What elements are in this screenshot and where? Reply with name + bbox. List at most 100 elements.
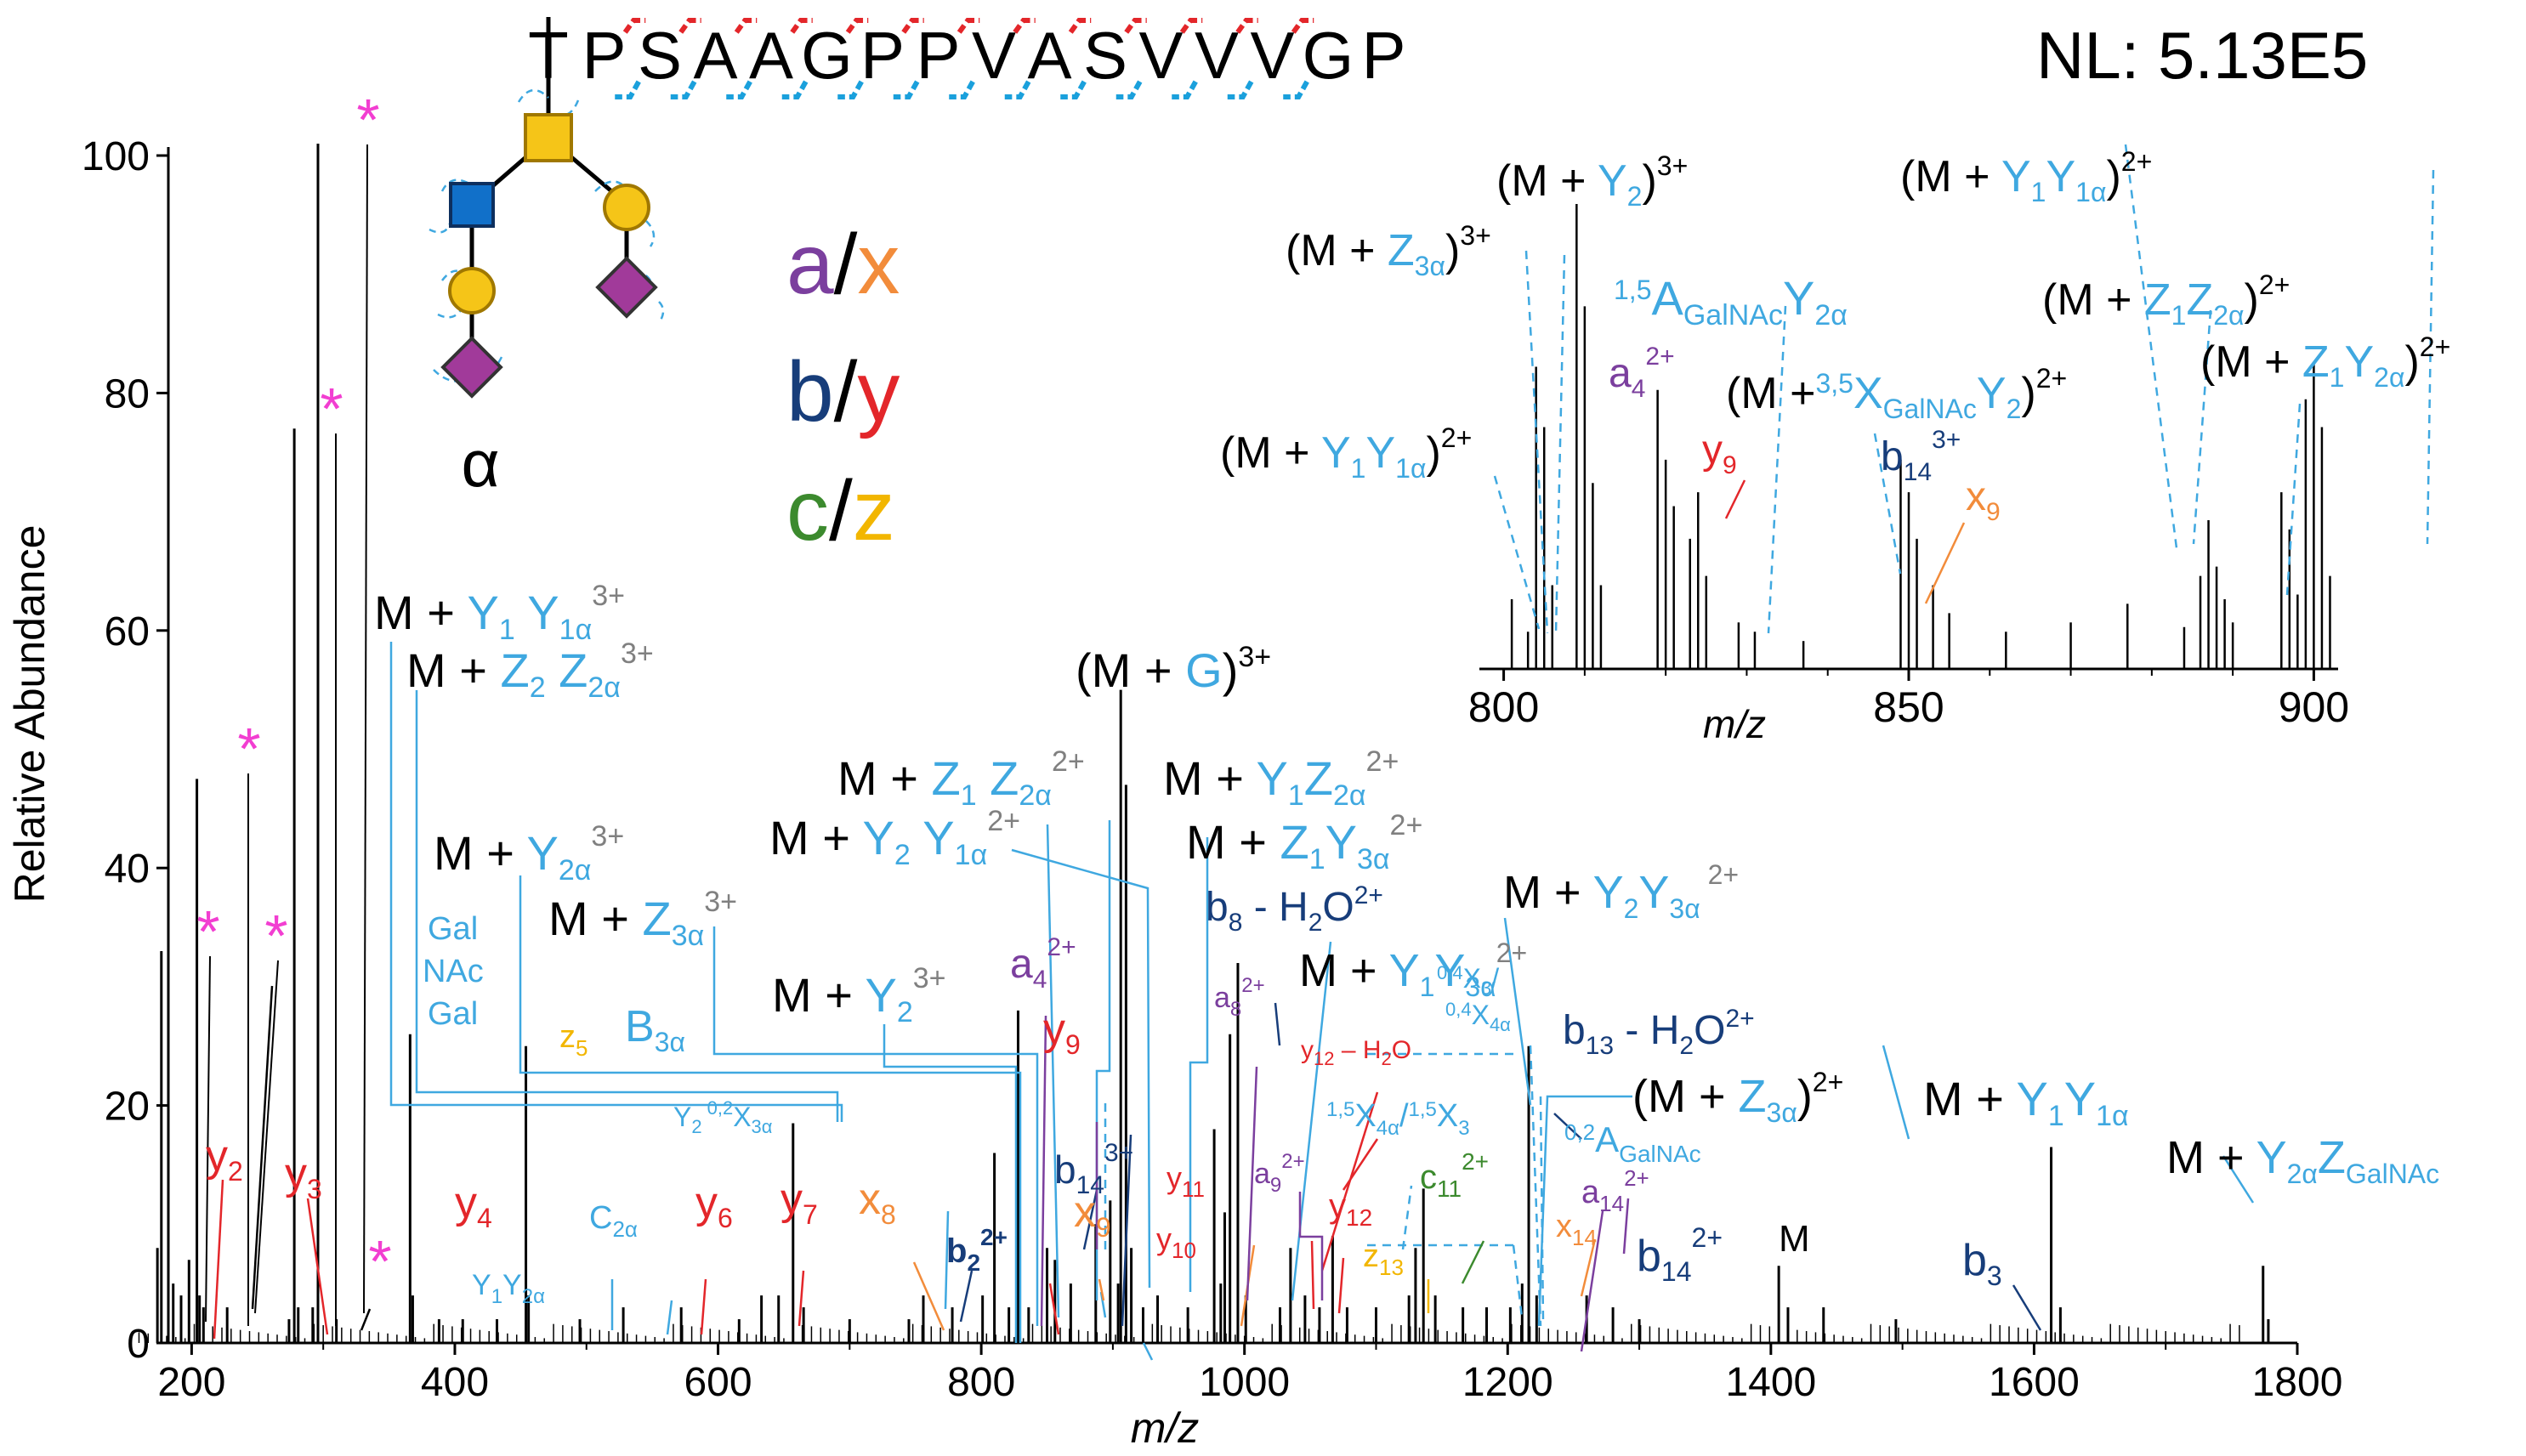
cleavage-mark-blue <box>1227 80 1254 99</box>
cleavage-mark-red <box>1013 18 1036 34</box>
label-b14-3plus: b143+ <box>1054 1139 1133 1199</box>
inset-x-tick-label: 800 <box>1468 683 1539 731</box>
cleavage-mark-blue <box>1004 80 1031 99</box>
inset-annotation-labels: (M + Y2)3+ (M + Z3α)3+ 1,5AGalNAcY2α a42… <box>1220 146 2450 526</box>
cleavage-mark-red <box>901 18 924 34</box>
y-tick-label: 20 <box>105 1085 150 1130</box>
star-leader <box>205 955 211 1323</box>
label-y4: y4 <box>455 1178 492 1233</box>
x-axis-label: m/z <box>1131 1404 1200 1452</box>
label-M-G-3: (M + G)3+ <box>1076 641 1271 697</box>
x-tick-label: 200 <box>157 1360 225 1405</box>
cleavage-mark-blue <box>726 80 752 99</box>
label-y6: y6 <box>695 1178 733 1233</box>
sequence-residue: V <box>1195 18 1239 93</box>
cleavage-mark-blue <box>1115 80 1143 99</box>
label-M-Y2Y3a-2: M + Y2Y3α 2+ <box>1503 859 1739 924</box>
label-M: M <box>1779 1218 1810 1260</box>
label-y10: y10 <box>1156 1221 1196 1263</box>
cleavage-mark-blue <box>837 80 864 99</box>
neu5ac-diamond-icon <box>440 336 503 399</box>
inset-x-tick-label: 900 <box>2279 683 2349 731</box>
label-gal-line2: NAc <box>423 954 484 989</box>
inset-axes: 800 850 900 <box>1468 667 2349 731</box>
label-M-Z1Z2a-2: M + Z1 Z2α2+ <box>837 745 1085 812</box>
cleavage-mark-red <box>956 18 980 34</box>
inset-label-15A: 1,5AGalNAcY2α <box>1614 271 1848 331</box>
label-B3a: B3α <box>625 1002 685 1057</box>
sequence-residue: S <box>1083 18 1127 93</box>
y-tick-label: 80 <box>105 371 150 416</box>
label-b3: b3 <box>1962 1236 2002 1291</box>
label-y12: y12 <box>1329 1187 1372 1231</box>
x-tick-label: 1600 <box>1989 1360 2080 1405</box>
label-C2a: C2α <box>589 1200 638 1242</box>
label-z13: z13 <box>1363 1238 1404 1280</box>
label-y12-h2o: y12 – H2O <box>1301 1036 1411 1069</box>
label-M-Y1Z2a-2: M + Y1Z2α2+ <box>1163 745 1399 812</box>
inset-x-axis-label: m/z <box>1703 702 1766 746</box>
sequence-residue: A <box>1027 18 1071 93</box>
legend-row-cz: c/z <box>786 463 895 558</box>
label-x8: x8 <box>859 1175 896 1230</box>
cleavage-mark-red <box>1291 18 1314 34</box>
sequence-residue: V <box>972 18 1016 93</box>
legend-row-ax: a/x <box>786 217 900 312</box>
cleavage-mark-blue <box>1060 80 1087 99</box>
y-axis-label: Relative Abundance <box>6 525 54 904</box>
inset-peaks <box>1510 204 2331 669</box>
sequence-residue: A <box>749 18 793 93</box>
inset-label-M-Z3a-3: (M + Z3α)3+ <box>1286 220 1491 281</box>
normalization-level: NL: 5.13E5 <box>2036 18 2368 93</box>
inset-label-b14: b143+ <box>1881 426 1961 486</box>
cleavage-mark-red <box>1179 18 1203 34</box>
label-M-Y1Y3a-2: M + Y1Y3α2+ <box>1299 938 1527 1002</box>
label-04X3: 0,4X3/ <box>1437 962 1499 999</box>
x-tick-label: 1200 <box>1462 1360 1553 1405</box>
glcnac-square-icon <box>449 182 495 228</box>
label-b2: b22+ <box>946 1224 1008 1276</box>
label-M-Y1Y1a-3: M + Y1 Y1α3+ <box>374 580 625 646</box>
cleavage-mark-blue <box>670 80 697 99</box>
sequence-residue: S <box>638 18 682 93</box>
sequence-residue: A <box>693 18 737 93</box>
cleavage-mark-red <box>1068 18 1092 34</box>
star-marker: * <box>368 1228 391 1295</box>
inset-label-M-Y2-3: (M + Y2)3+ <box>1496 150 1688 212</box>
label-gal-line3: Gal <box>428 996 478 1032</box>
label-b13-h2o: b13 - H2O2+ <box>1563 1005 1755 1060</box>
cleavage-mark-blue <box>1283 80 1309 99</box>
star-markers: * * * * * * <box>196 87 392 1326</box>
label-M-Z3a-2: (M + Z3α)2+ <box>1632 1067 1843 1128</box>
star-marker: * <box>237 716 260 782</box>
label-x14: x14 <box>1556 1209 1597 1250</box>
y-tick-label: 100 <box>82 134 150 179</box>
label-M-Y2a-3: M + Y2α3+ <box>434 820 624 887</box>
sequence-residue: V <box>1250 18 1294 93</box>
label-Y1Y2a: Y1Y2α <box>472 1269 545 1308</box>
inset-x-tick-label: 850 <box>1873 683 1944 731</box>
label-M-Y2-3: M + Y23+ <box>772 962 946 1028</box>
label-gal-line1: Gal <box>428 911 478 947</box>
label-y11: y11 <box>1167 1160 1205 1202</box>
cleavage-marks <box>615 18 1314 99</box>
cleavage-mark-blue <box>1172 80 1198 99</box>
x-tick-label: 800 <box>947 1360 1015 1405</box>
label-M-Z3a-3: M + Z3α3+ <box>548 886 737 952</box>
inset-label-M-Z1Z2a-2: (M + Z1Z2α)2+ <box>2042 269 2290 331</box>
label-b14-2plus: b142+ <box>1637 1222 1723 1287</box>
label-04X4a: 0,4X4α <box>1445 999 1511 1035</box>
inset-label-M-35X: (M +3,5XGalNAcY2)2+ <box>1726 363 2067 424</box>
label-M-Z1Y3a-2: M + Z1Y3α2+ <box>1186 809 1422 875</box>
glycan-structure: α <box>429 17 665 501</box>
star-marker: * <box>196 898 219 965</box>
sequence-residue: P <box>1361 18 1405 93</box>
cleavage-mark-red <box>845 18 869 34</box>
cleavage-mark-red <box>622 18 646 34</box>
label-M-Z2Z2a-3: M + Z2 Z2α3+ <box>406 637 654 704</box>
label-Y2-02X3a: Y20,2X3α <box>673 1097 773 1137</box>
label-y9: y9 <box>1043 1005 1081 1060</box>
cleavage-mark-red <box>734 18 758 34</box>
label-b8-h2o: b8 - H2O2+ <box>1206 881 1383 937</box>
